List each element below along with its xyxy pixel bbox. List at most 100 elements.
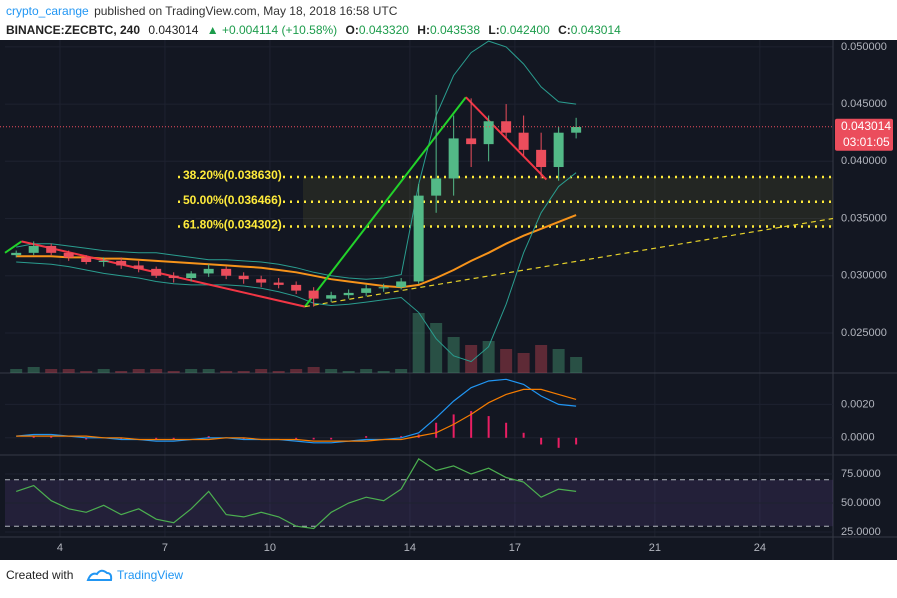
- volume-bar: [185, 369, 198, 373]
- volume-bar: [220, 371, 233, 373]
- macd-histogram-bar: [557, 437, 560, 448]
- macd-histogram-bar: [85, 437, 88, 440]
- volume-bar: [167, 371, 180, 373]
- x-tick-label: 21: [649, 542, 661, 554]
- volume-bar: [570, 357, 583, 373]
- volume-bar: [255, 369, 268, 373]
- candle-body: [133, 265, 144, 269]
- x-tick-label: 4: [57, 542, 63, 554]
- candle-body: [46, 245, 57, 253]
- macd-histogram-bar: [575, 437, 578, 445]
- volume-bar: [535, 345, 548, 373]
- x-tick-label: 14: [404, 542, 416, 554]
- y-tick-label: 0.050000: [841, 41, 887, 53]
- candle-body: [413, 195, 424, 282]
- y-tick-label: 0.025000: [841, 327, 887, 339]
- candle-body: [571, 126, 582, 133]
- ohlc-key: O:: [346, 23, 359, 37]
- candle-body: [238, 275, 249, 280]
- candle-body: [431, 178, 442, 196]
- volume-bar: [342, 371, 355, 373]
- fib-label: 50.00%(0.036466): [183, 193, 282, 207]
- volume-bar: [412, 313, 425, 373]
- macd-line: [16, 388, 577, 442]
- x-tick-label: 24: [754, 542, 766, 554]
- candle-body: [536, 149, 547, 168]
- macd-histogram-bar: [155, 437, 158, 440]
- volume-bar: [290, 369, 303, 373]
- candle-body: [203, 268, 214, 274]
- candle-body: [308, 290, 319, 299]
- author[interactable]: crypto_carange: [6, 4, 89, 18]
- candle-body: [151, 268, 162, 276]
- volume-bar: [115, 371, 128, 373]
- volume-bar: [45, 369, 58, 373]
- header-line-1: crypto_carange published on TradingView.…: [6, 4, 398, 18]
- volume-bar: [237, 371, 250, 373]
- change: ▲ +0.004114 (+10.58%): [207, 23, 337, 37]
- candle-body: [11, 252, 22, 256]
- macd-histogram-bar: [50, 436, 53, 438]
- y-tick-label: 0.045000: [841, 98, 887, 110]
- volume-bar: [465, 345, 478, 373]
- candle-body: [81, 257, 92, 262]
- candle-body: [483, 121, 494, 145]
- countdown-label: 03:01:05: [843, 135, 890, 149]
- y-tick-label: 0.035000: [841, 212, 887, 224]
- volume-bar: [272, 371, 285, 373]
- fib-label: 61.80%(0.034302): [183, 218, 282, 232]
- macd-histogram-bar: [295, 437, 298, 440]
- macd-histogram-bar: [505, 422, 508, 438]
- candle-body: [326, 295, 337, 299]
- candle-body: [448, 138, 459, 179]
- candle-body: [553, 132, 564, 168]
- fib-label: 38.20%(0.038630): [183, 168, 282, 182]
- volume-bar: [10, 369, 23, 373]
- y-tick-label: 0.040000: [841, 155, 887, 167]
- candle-body: [273, 282, 284, 285]
- candle-body: [63, 252, 74, 258]
- macd-histogram-bar: [470, 411, 473, 438]
- volume-bar: [202, 369, 215, 373]
- y-tick-label: 25.0000: [841, 526, 881, 538]
- y-tick-label: 0.0020: [841, 398, 875, 410]
- candle-body: [518, 132, 529, 150]
- volume-bar: [307, 367, 320, 373]
- volume-bar: [97, 369, 110, 373]
- volume-bar: [132, 369, 145, 373]
- plot: 4 7 10 14 17 21 24 0.025000 0.030000 0.035000 0.04…: [0, 40, 897, 560]
- created-with: Created with: [6, 568, 73, 582]
- x-tick-label: 17: [509, 542, 521, 554]
- x-tick-label: 10: [264, 542, 276, 554]
- brand-logo[interactable]: TradingView: [86, 568, 183, 582]
- volume-bar: [62, 369, 75, 373]
- candle-body: [221, 268, 232, 276]
- ohlc-value: 0.043538: [430, 23, 480, 37]
- candle-body: [378, 287, 389, 289]
- macd-histogram-bar: [522, 432, 525, 438]
- brand[interactable]: TradingView: [117, 568, 183, 582]
- volume-bar: [447, 337, 460, 373]
- macd-histogram-bar: [207, 436, 210, 438]
- macd-histogram-bar: [452, 414, 455, 438]
- macd-histogram-bar: [365, 436, 368, 438]
- y-tick-label: 50.0000: [841, 497, 881, 509]
- symbol: BINANCE:ZECBTC, 240: [6, 23, 140, 37]
- y-tick-label: 0.0000: [841, 432, 875, 444]
- macd-histogram-bar: [540, 437, 543, 445]
- candle-body: [501, 121, 512, 133]
- rsi-line: [16, 458, 577, 530]
- volume-bar: [552, 349, 565, 373]
- ohlc-value: 0.042400: [500, 23, 550, 37]
- macd-histogram-bar: [172, 437, 175, 440]
- volume-bar: [517, 353, 530, 373]
- last: 0.043014: [148, 23, 198, 37]
- volume-bar: [500, 349, 513, 373]
- volume-bar: [325, 369, 338, 373]
- candle-body: [361, 288, 372, 293]
- candle-body: [186, 273, 197, 279]
- candle-body: [396, 281, 407, 288]
- header-line-2: BINANCE:ZECBTC, 240 0.043014 ▲ +0.004114…: [6, 23, 621, 37]
